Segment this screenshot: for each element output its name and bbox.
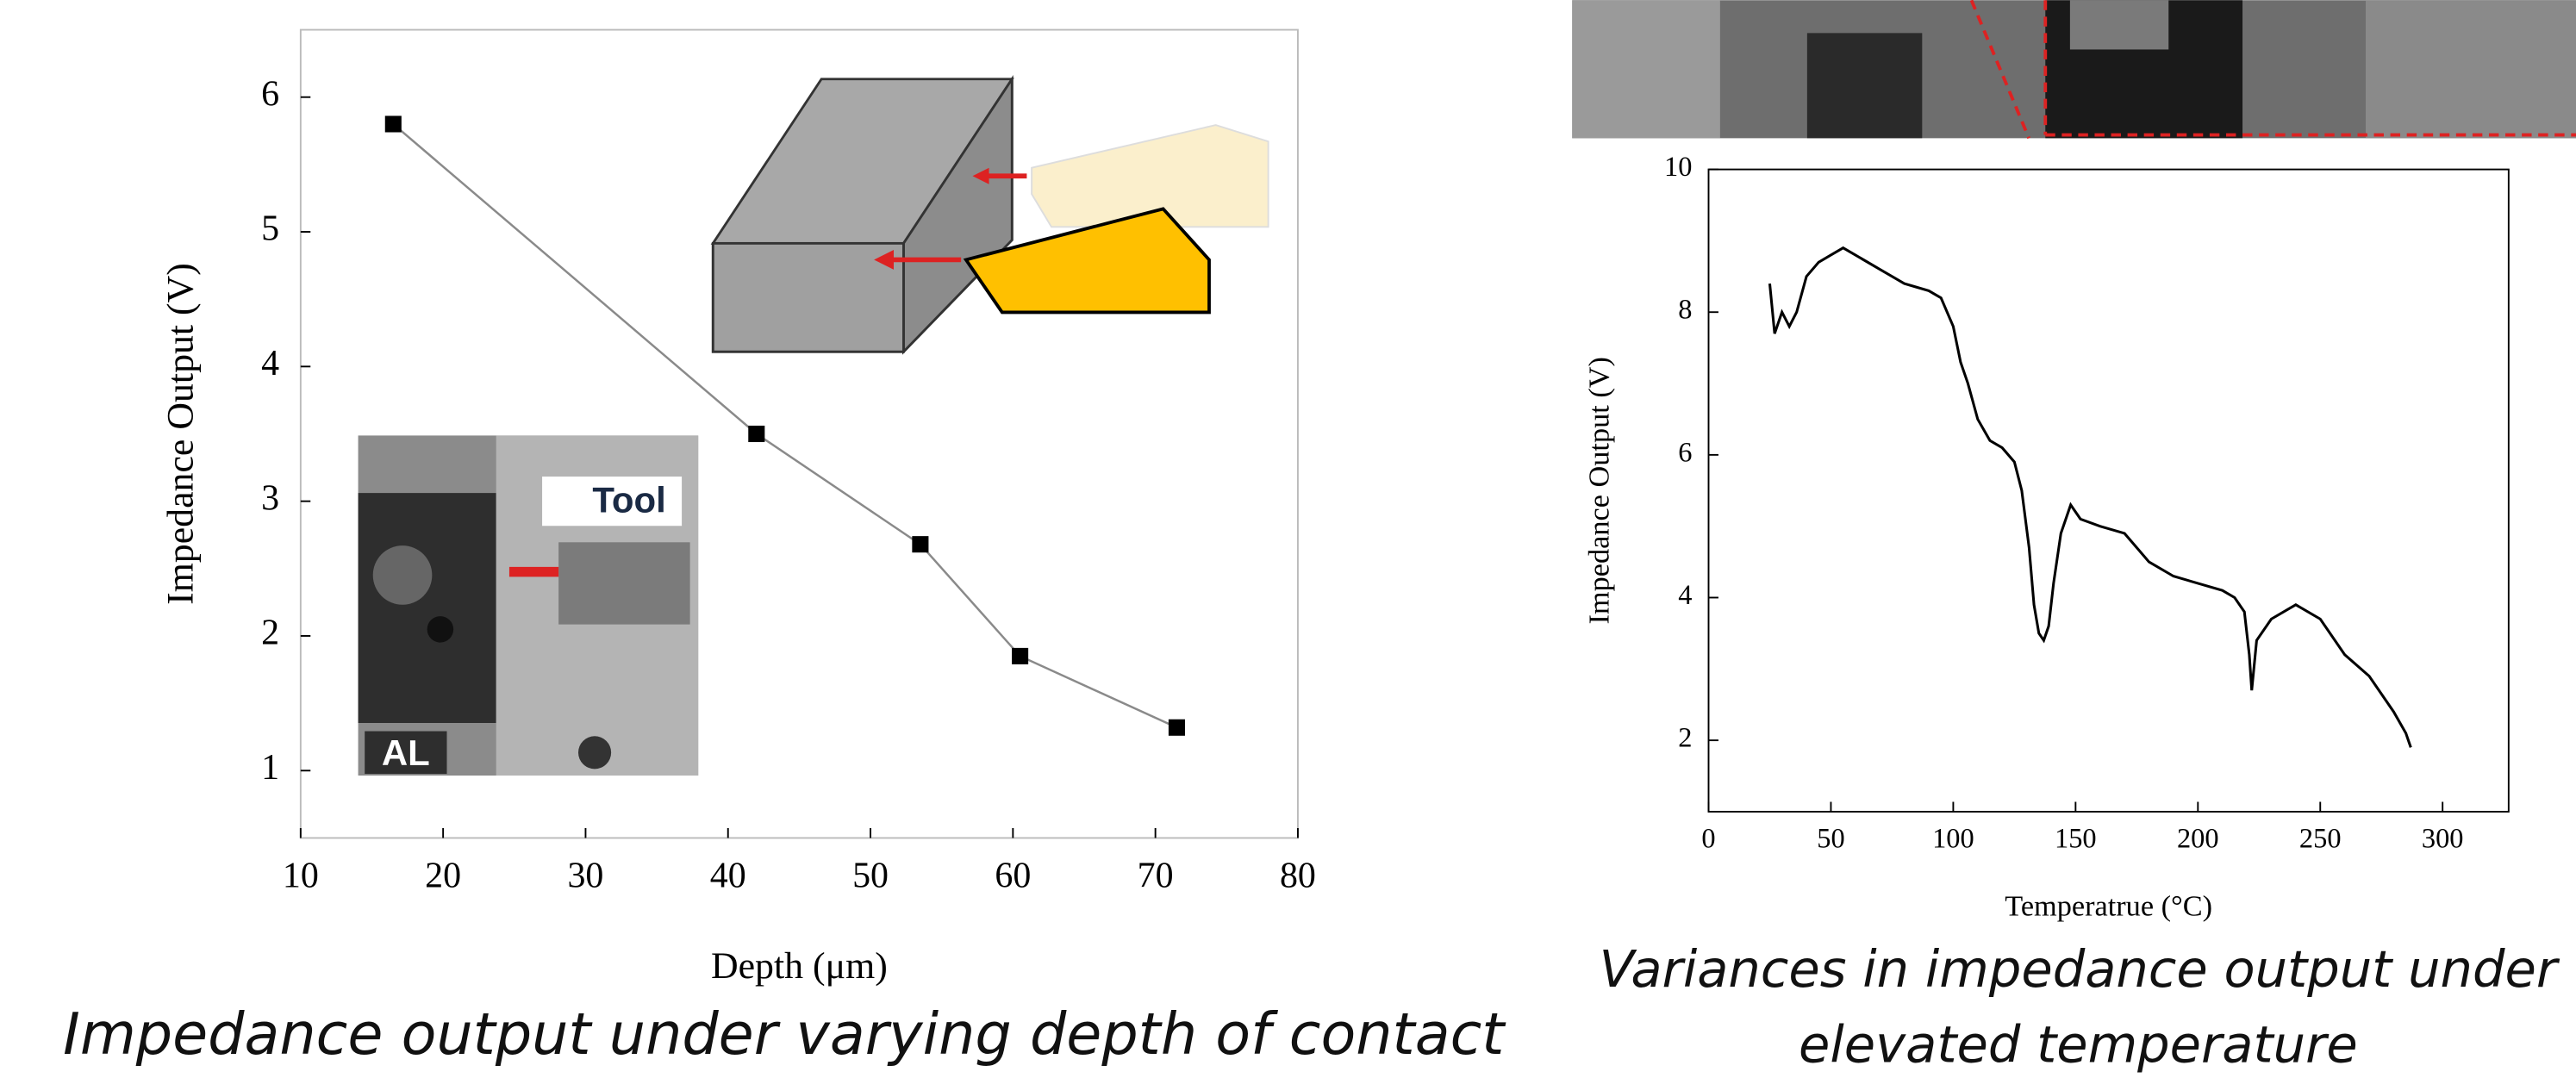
x-tick-label: 30 <box>567 857 603 896</box>
slide: 1020304050607080123456Depth (μm)Impedanc… <box>0 0 2576 1078</box>
x-tick-label: 50 <box>1817 824 1844 855</box>
data-point <box>1169 720 1185 736</box>
page: 1020304050607080123456Depth (μm)Impedanc… <box>0 0 2576 1078</box>
annotation: AL <box>382 732 430 773</box>
x-tick-label: 50 <box>852 857 889 896</box>
data-point <box>1012 648 1028 664</box>
y-tick-label: 4 <box>261 344 279 383</box>
y-tick-label: 2 <box>1678 723 1692 754</box>
y-tick-label: 5 <box>261 209 279 249</box>
y-tick-label: 6 <box>261 74 279 114</box>
x-tick-label: 100 <box>1932 824 1974 855</box>
y-tick-label: 6 <box>1678 437 1692 468</box>
annotation: Tool <box>592 480 665 520</box>
data-point <box>748 426 764 442</box>
x-tick-label: 70 <box>1138 857 1174 896</box>
y-tick-label: 2 <box>261 614 279 653</box>
y-tick-label: 1 <box>261 748 279 788</box>
y-tick-label: 10 <box>1664 152 1692 183</box>
y-axis-label: Impedance Output (V) <box>1582 357 1615 624</box>
x-tick-label: 0 <box>1701 824 1715 855</box>
x-tick-label: 250 <box>2299 824 2342 855</box>
y-tick-label: 3 <box>261 478 279 518</box>
data-point <box>912 536 928 552</box>
y-tick-label: 8 <box>1678 295 1692 326</box>
x-tick-label: 10 <box>283 857 319 896</box>
y-tick-label: 4 <box>1678 580 1692 611</box>
caption: elevated temperature <box>1799 1015 2358 1075</box>
photo-strip <box>1572 0 2576 138</box>
x-tick-label: 40 <box>710 857 746 896</box>
x-tick-label: 60 <box>995 857 1031 896</box>
x-tick-label: 80 <box>1280 857 1316 896</box>
x-tick-label: 300 <box>2422 824 2464 855</box>
caption: Impedance output under varying depth of … <box>63 1000 1506 1068</box>
x-axis-label: Depth (μm) <box>711 945 888 987</box>
x-tick-label: 20 <box>425 857 461 896</box>
data-point <box>385 115 402 132</box>
x-tick-label: 200 <box>2177 824 2219 855</box>
y-axis-label: Impedance Output (V) <box>160 263 202 605</box>
caption: Variances in impedance output under <box>1600 939 2560 999</box>
x-tick-label: 150 <box>2055 824 2097 855</box>
x-axis-label: Temperatrue (°C) <box>2005 889 2212 922</box>
